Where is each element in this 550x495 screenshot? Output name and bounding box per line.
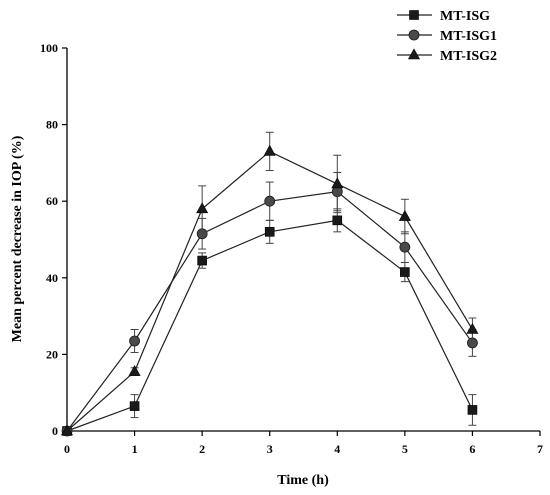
legend-label: MT-ISG2 xyxy=(440,49,497,64)
legend-item: MT-ISG1 xyxy=(397,29,497,44)
y-tick-label: 0 xyxy=(52,424,58,438)
x-tick-label: 3 xyxy=(267,442,273,456)
y-tick-label: 40 xyxy=(46,271,58,285)
data-point xyxy=(128,365,141,376)
data-point xyxy=(400,267,410,277)
y-axis-title: Mean percent decrease in IOP (%) xyxy=(10,135,25,342)
data-point xyxy=(129,335,140,347)
data-point xyxy=(332,215,343,226)
x-ticks: 0 1 2 3 4 5 6 7 xyxy=(64,431,543,456)
x-tick-label: 2 xyxy=(199,442,205,456)
data-point xyxy=(466,322,479,334)
x-axis-title: Time (h) xyxy=(277,473,329,488)
legend-marker xyxy=(407,48,421,60)
legend-label: MT-ISG xyxy=(440,9,490,24)
series-mt-isg xyxy=(62,208,478,436)
series-mt-isg1 xyxy=(61,171,478,437)
x-tick-label: 0 xyxy=(64,442,70,456)
data-point xyxy=(263,144,276,156)
y-ticks: 0 20 40 60 80 100 xyxy=(40,41,67,438)
x-tick-label: 4 xyxy=(334,442,340,456)
data-point xyxy=(399,241,411,253)
x-tick-label: 1 xyxy=(132,442,138,456)
x-tick-label: 5 xyxy=(402,442,408,456)
data-point xyxy=(129,401,140,411)
legend-item: MT-ISG xyxy=(397,9,490,24)
plot-area: 0 1 2 3 4 5 6 7 0 20 40 60 80 100 xyxy=(40,41,543,456)
data-point xyxy=(331,177,344,189)
data-point xyxy=(264,195,276,207)
y-tick-label: 60 xyxy=(46,194,58,208)
legend-label: MT-ISG1 xyxy=(440,29,497,44)
legend-item: MT-ISG2 xyxy=(397,48,497,64)
data-point xyxy=(60,424,74,436)
series-group xyxy=(60,131,479,437)
y-tick-label: 100 xyxy=(40,41,58,55)
data-point xyxy=(196,202,209,214)
x-tick-label: 6 xyxy=(469,442,475,456)
data-point xyxy=(467,405,478,415)
legend-marker xyxy=(409,10,419,20)
x-tick-label: 7 xyxy=(537,442,543,456)
y-tick-label: 80 xyxy=(46,118,58,132)
y-tick-label: 20 xyxy=(46,347,58,361)
data-point xyxy=(197,255,207,266)
data-point xyxy=(398,209,411,221)
legend-marker xyxy=(408,29,420,41)
series-mt-isg2 xyxy=(60,131,479,436)
series-line xyxy=(66,219,473,432)
legend: MT-ISG MT-ISG1 MT-ISG2 xyxy=(397,9,497,64)
data-point xyxy=(264,227,275,237)
